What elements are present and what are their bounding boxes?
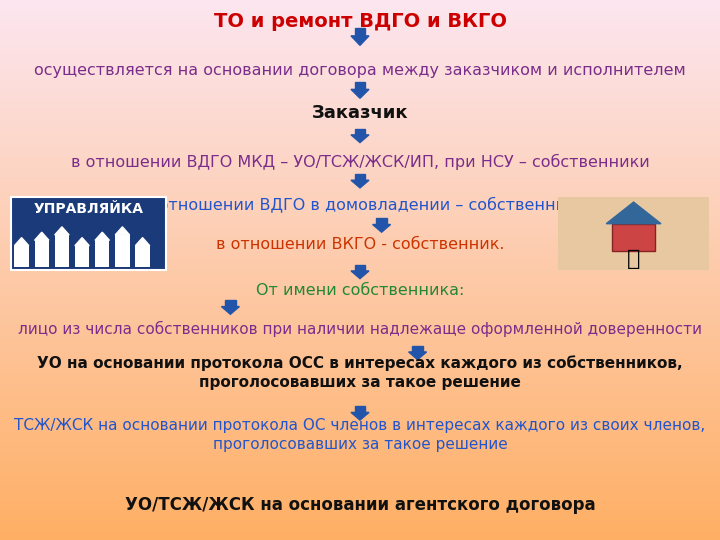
Text: в отношении ВДГО в домовладении – собственник: в отношении ВДГО в домовладении – собств… bbox=[144, 196, 576, 212]
FancyBboxPatch shape bbox=[355, 174, 365, 180]
FancyBboxPatch shape bbox=[355, 82, 365, 89]
Polygon shape bbox=[351, 36, 369, 45]
FancyBboxPatch shape bbox=[55, 235, 69, 267]
Text: лицо из числа собственников при наличии надлежаще оформленной доверенности: лицо из числа собственников при наличии … bbox=[18, 321, 702, 338]
Polygon shape bbox=[351, 413, 369, 420]
Polygon shape bbox=[95, 232, 109, 240]
FancyBboxPatch shape bbox=[612, 224, 655, 251]
FancyBboxPatch shape bbox=[225, 300, 236, 307]
Text: УО на основании протокола ОСС в интересах каждого из собственников,
проголосовав: УО на основании протокола ОСС в интереса… bbox=[37, 355, 683, 390]
FancyBboxPatch shape bbox=[355, 28, 365, 36]
Polygon shape bbox=[409, 352, 426, 360]
Text: От имени собственника:: От имени собственника: bbox=[256, 283, 464, 298]
Text: ТО и ремонт ВДГО и ВКГО: ТО и ремонт ВДГО и ВКГО bbox=[214, 12, 506, 31]
FancyBboxPatch shape bbox=[35, 240, 49, 267]
Polygon shape bbox=[373, 225, 390, 232]
Polygon shape bbox=[351, 89, 369, 98]
FancyBboxPatch shape bbox=[377, 218, 387, 225]
Polygon shape bbox=[35, 232, 49, 240]
FancyBboxPatch shape bbox=[11, 197, 166, 270]
FancyBboxPatch shape bbox=[75, 246, 89, 267]
Text: Заказчик: Заказчик bbox=[312, 104, 408, 123]
Polygon shape bbox=[606, 202, 661, 224]
Text: 🏠: 🏠 bbox=[627, 249, 640, 269]
Text: УПРАВЛЯЙКА: УПРАВЛЯЙКА bbox=[33, 202, 143, 216]
FancyBboxPatch shape bbox=[135, 246, 150, 267]
FancyBboxPatch shape bbox=[412, 346, 423, 352]
Text: осуществляется на основании договора между заказчиком и исполнителем: осуществляется на основании договора меж… bbox=[34, 63, 686, 78]
Polygon shape bbox=[351, 180, 369, 188]
FancyBboxPatch shape bbox=[14, 246, 29, 267]
FancyBboxPatch shape bbox=[95, 240, 109, 267]
Polygon shape bbox=[55, 227, 69, 235]
Polygon shape bbox=[135, 238, 150, 246]
Text: УО/ТСЖ/ЖСК на основании агентского договора: УО/ТСЖ/ЖСК на основании агентского догов… bbox=[125, 496, 595, 514]
FancyBboxPatch shape bbox=[115, 235, 130, 267]
Polygon shape bbox=[115, 227, 130, 235]
Text: ТСЖ/ЖСК на основании протокола ОС членов в интересах каждого из своих членов,
пр: ТСЖ/ЖСК на основании протокола ОС членов… bbox=[14, 418, 706, 451]
Polygon shape bbox=[351, 135, 369, 143]
Polygon shape bbox=[222, 307, 239, 314]
Text: в отношении ВДГО МКД – УО/ТСЖ/ЖСК/ИП, при НСУ – собственники: в отношении ВДГО МКД – УО/ТСЖ/ЖСК/ИП, пр… bbox=[71, 154, 649, 170]
FancyBboxPatch shape bbox=[558, 197, 709, 270]
Polygon shape bbox=[14, 238, 29, 246]
Text: в отношении ВКГО - собственник.: в отношении ВКГО - собственник. bbox=[216, 237, 504, 252]
Polygon shape bbox=[75, 238, 89, 246]
FancyBboxPatch shape bbox=[355, 129, 365, 135]
FancyBboxPatch shape bbox=[355, 265, 365, 271]
FancyBboxPatch shape bbox=[355, 406, 365, 413]
Polygon shape bbox=[351, 271, 369, 279]
